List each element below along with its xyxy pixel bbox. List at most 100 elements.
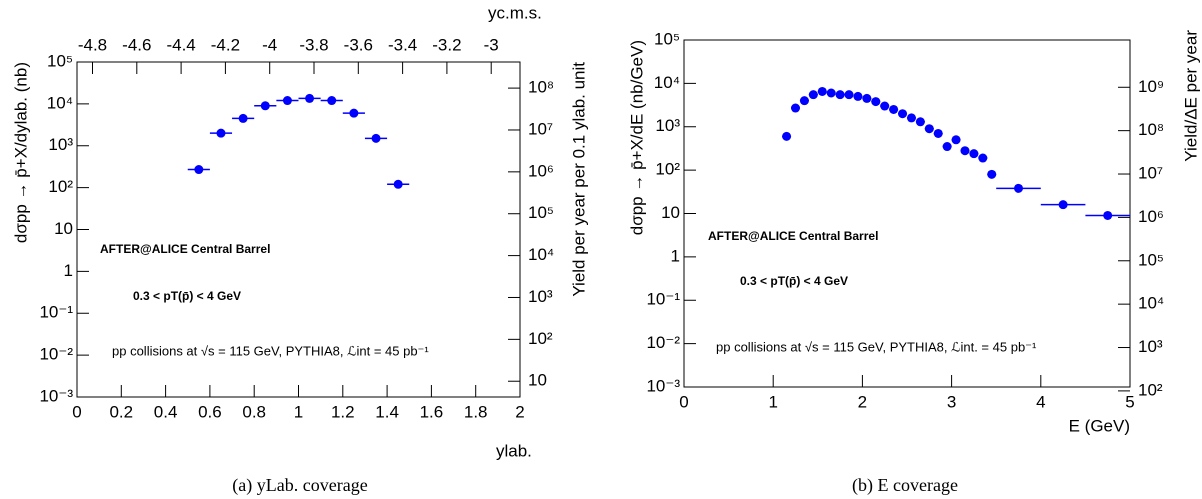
data-point (844, 90, 854, 100)
data-point (1103, 210, 1113, 220)
annotation: AFTER@ALICE Central Barrel (708, 229, 878, 243)
data-point (393, 179, 403, 189)
annotation: pp collisions at √s = 115 GeV, PYTHIA8, … (112, 343, 429, 358)
y-tick-label: 10² (48, 177, 73, 196)
x2-tick-label: -4 (262, 35, 277, 54)
data-point (969, 149, 979, 159)
y-tick-label: 10³ (655, 116, 680, 135)
data-point (791, 103, 800, 113)
caption: (b) E coverage (852, 475, 958, 496)
x-tick-label: 1.6 (420, 402, 444, 421)
x-tick-label: 5 (1125, 392, 1134, 411)
x-axis-title: E (GeV) (1069, 416, 1130, 435)
y2-tick-label: 10⁴ (1138, 294, 1164, 313)
y2-tick-label: 10² (528, 329, 553, 348)
data-point (898, 109, 908, 119)
annotation: 0.3 < pT(p̄) < 4 GeV (740, 274, 848, 288)
data-point (951, 135, 961, 145)
y2-tick-label: 10 (528, 371, 547, 390)
data-point (924, 124, 934, 134)
data-point (889, 104, 899, 114)
data-point (987, 169, 997, 179)
y-tick-label: 10⁴ (47, 93, 73, 112)
x-tick-label: 1 (768, 392, 777, 411)
y2-tick-label: 10⁴ (528, 245, 554, 264)
y2-axis-title: Yield/ΔE per year (1181, 30, 1200, 162)
x-tick-label: 0 (72, 402, 81, 421)
y-tick-label: 10² (655, 160, 680, 179)
data-point (826, 88, 836, 98)
y2-tick-label: 10⁸ (528, 78, 554, 97)
y2-tick-label: 10⁷ (528, 119, 553, 138)
x-tick-label: 0.8 (242, 402, 266, 421)
x-tick-label: 3 (947, 392, 956, 411)
data-point (305, 93, 315, 103)
caption: (a) yLab. coverage (232, 475, 367, 496)
y-tick-label: 10⁻² (39, 345, 73, 364)
data-point (853, 91, 863, 101)
data-point (327, 96, 337, 106)
y2-tick-label: 10⁶ (1138, 207, 1164, 226)
data-point (960, 146, 970, 156)
y-tick-label: 10 (661, 203, 680, 222)
x-tick-label: 0.2 (109, 402, 133, 421)
y2-axis-title: Yield per year per 0.1 ylab. unit (569, 62, 588, 297)
x-tick-label: 0 (679, 392, 688, 411)
y-tick-label: 10⁻¹ (39, 303, 73, 322)
y2-tick-label: 10³ (1138, 337, 1163, 356)
data-point (808, 90, 818, 100)
x2-tick-label: -4.8 (78, 35, 107, 54)
x-tick-label: 1.2 (331, 402, 355, 421)
x2-tick-label: -3.8 (299, 35, 328, 54)
data-point (817, 86, 827, 96)
y-tick-label: 1 (64, 261, 73, 280)
x2-tick-label: -4.2 (211, 35, 240, 54)
data-point (906, 113, 916, 123)
x2-tick-label: -3.4 (388, 35, 417, 54)
x-tick-label: 4 (1036, 392, 1045, 411)
y-tick-label: 10⁵ (654, 29, 680, 48)
x2-tick-label: -3.2 (432, 35, 461, 54)
y2-tick-label: 10⁵ (528, 203, 554, 222)
data-point (782, 131, 792, 141)
data-point (942, 142, 952, 152)
x2-tick-label: -3.6 (344, 35, 373, 54)
x-tick-label: 1.4 (375, 402, 399, 421)
y-axis-title: dσpp → p̄+X/dE (nb/GeV) (627, 40, 646, 235)
data-point (933, 128, 943, 138)
y-tick-label: 10⁻¹ (646, 290, 680, 309)
y-tick-label: 10⁻² (646, 333, 680, 352)
plot-frame (683, 39, 1131, 388)
annotation: pp collisions at √s = 115 GeV, PYTHIA8, … (716, 339, 1037, 354)
annotation: 0.3 < pT(p̄) < 4 GeV (133, 289, 241, 303)
y2-tick-label: 10⁷ (1138, 164, 1163, 183)
y-tick-label: 10⁻³ (39, 386, 73, 405)
data-point (862, 93, 872, 103)
data-point (349, 108, 359, 118)
data-point (799, 96, 809, 106)
y2-tick-label: 10² (1138, 380, 1163, 399)
data-point (835, 90, 845, 100)
y2-tick-label: 10⁵ (1138, 250, 1164, 269)
x-tick-label: 1 (294, 402, 303, 421)
data-point (260, 101, 270, 111)
x2-tick-label: -3 (484, 35, 499, 54)
data-point (1058, 200, 1068, 210)
x2-tick-label: -4.4 (166, 35, 195, 54)
data-point (194, 165, 204, 175)
y-tick-label: 10⁻³ (646, 376, 680, 395)
x-tick-label: 2 (515, 402, 524, 421)
y-tick-label: 10⁴ (654, 73, 680, 92)
data-point (216, 128, 226, 138)
data-point (1014, 183, 1023, 193)
y-tick-label: 10³ (48, 135, 73, 154)
x2-tick-label: -4.6 (122, 35, 151, 54)
x-tick-label: 2 (858, 392, 867, 411)
y2-tick-label: 10⁹ (1138, 77, 1164, 96)
data-point (371, 133, 381, 143)
data-point (871, 97, 881, 107)
x-tick-label: 0.6 (198, 402, 222, 421)
data-point (282, 96, 292, 106)
y-tick-label: 10⁵ (47, 51, 73, 70)
